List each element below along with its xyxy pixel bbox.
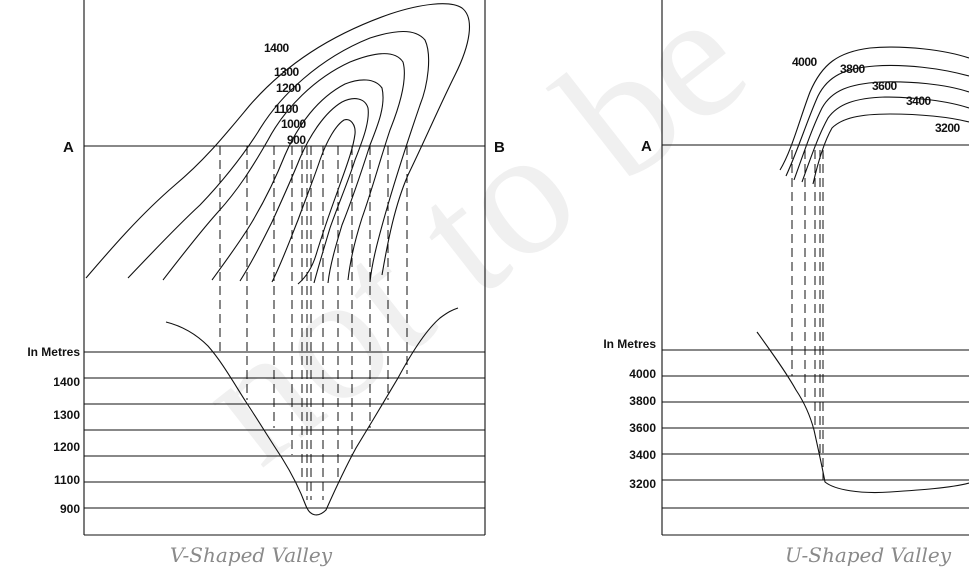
contour-3200 xyxy=(812,113,969,185)
contour-label: 3800 xyxy=(840,62,866,76)
contour-label: 1300 xyxy=(274,65,300,79)
scale-label: 1400 xyxy=(53,375,80,389)
v-scale-labels: In Metres 1400 1300 1200 1100 900 xyxy=(27,345,80,516)
u-projection-lines xyxy=(791,150,824,480)
contour-label: 1100 xyxy=(274,102,299,116)
scale-label: 3600 xyxy=(629,421,656,435)
v-valley-profile xyxy=(165,307,459,516)
contour-label: 3200 xyxy=(935,121,961,135)
u-valley-profile xyxy=(756,331,969,494)
scale-label: 900 xyxy=(60,502,80,516)
u-valley-panel: A 4000 3800 3600 3400 3200 xyxy=(603,0,969,567)
scale-label: 1200 xyxy=(53,440,80,454)
contour-1000 xyxy=(239,98,369,284)
scale-label: 3800 xyxy=(629,394,656,408)
scale-label: 4000 xyxy=(629,367,656,381)
v-scale-lines xyxy=(84,351,485,509)
scale-label: 1100 xyxy=(54,473,80,487)
v-valley-panel: A B 1400 1300 1200 1100 1000 900 xyxy=(27,0,505,567)
v-valley-caption: V-Shaped Valley xyxy=(170,543,333,567)
contour-1300 xyxy=(127,30,430,283)
contour-3400 xyxy=(801,96,969,183)
watermark-text: not to be xyxy=(161,0,780,501)
v-projection-lines xyxy=(219,146,408,500)
contour-label: 4000 xyxy=(792,55,818,69)
v-point-a-label: A xyxy=(63,139,74,156)
contour-900 xyxy=(271,119,356,285)
u-scale-labels: In Metres 4000 3800 3600 3400 3200 xyxy=(603,337,656,491)
contour-label: 900 xyxy=(287,133,306,147)
u-contour-labels: 4000 3800 3600 3400 3200 xyxy=(792,55,961,135)
u-contour-lines xyxy=(779,46,969,185)
scale-title: In Metres xyxy=(603,337,656,351)
contour-4000 xyxy=(779,46,969,171)
v-contour-lines xyxy=(85,3,470,285)
contour-label: 1000 xyxy=(281,117,307,131)
contour-label: 1400 xyxy=(264,41,290,55)
scale-label: 3200 xyxy=(629,477,656,491)
contour-label: 3600 xyxy=(872,79,898,93)
contour-1100 xyxy=(211,79,384,284)
contour-label: 1200 xyxy=(276,81,302,95)
v-point-b-label: B xyxy=(494,139,505,156)
scale-label: 1300 xyxy=(53,408,80,422)
contour-3600 xyxy=(793,81,969,181)
scale-title: In Metres xyxy=(27,345,80,359)
contour-1400 xyxy=(85,3,470,279)
contour-label: 3400 xyxy=(906,94,932,108)
scale-label: 3400 xyxy=(629,448,656,462)
contour-3800 xyxy=(785,64,969,177)
u-valley-caption: U-Shaped Valley xyxy=(785,543,952,567)
v-contour-labels: 1400 1300 1200 1100 1000 900 xyxy=(264,41,307,147)
u-point-a-label: A xyxy=(641,138,652,155)
u-scale-lines xyxy=(662,349,969,509)
